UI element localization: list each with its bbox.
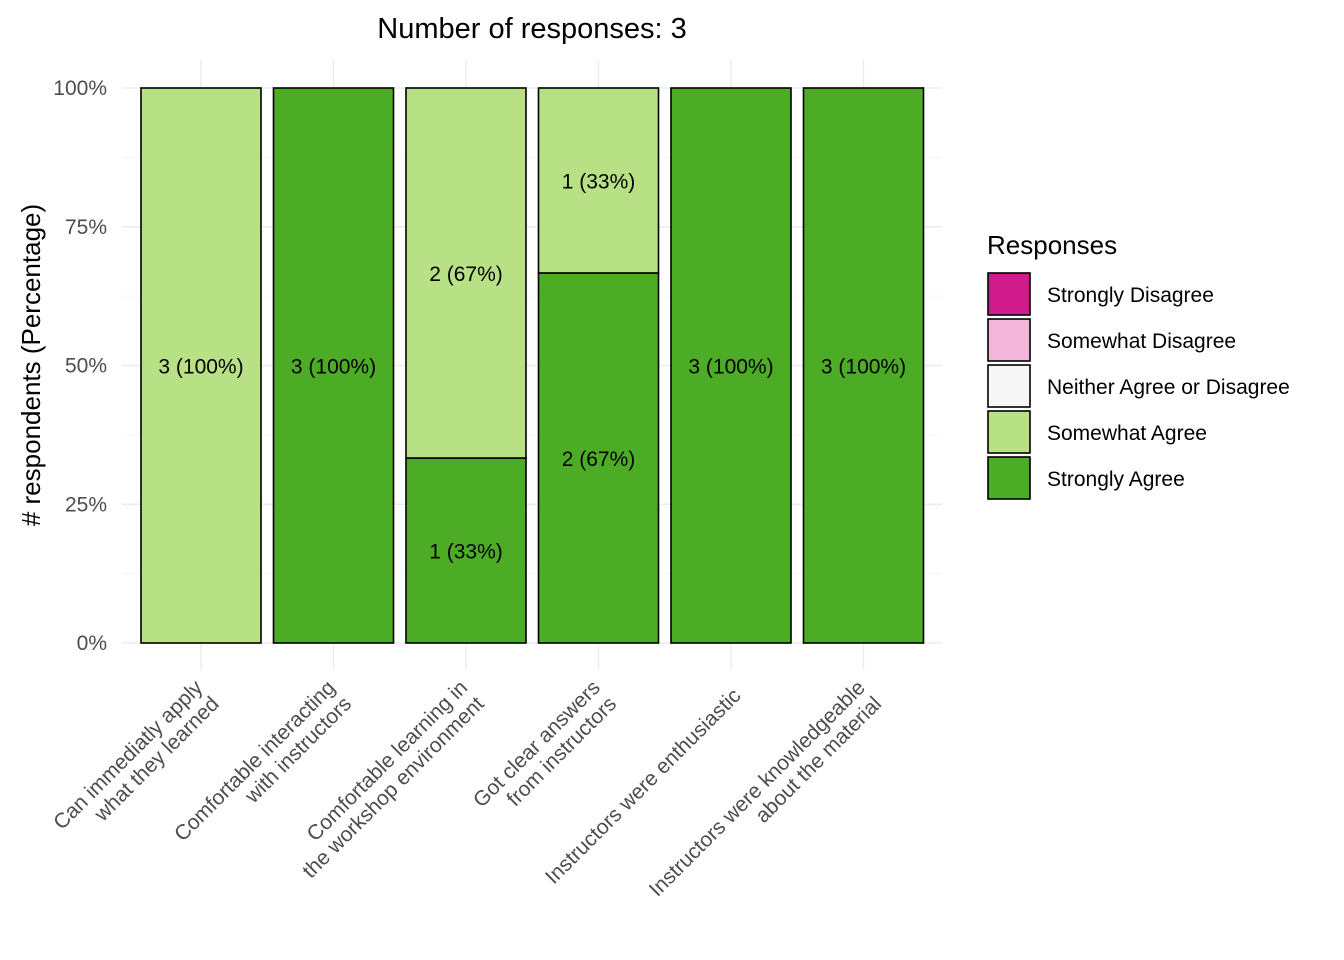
bar-data-label: 3 (100%) (291, 356, 376, 379)
legend-item: Strongly Disagree (987, 272, 1214, 316)
y-tick-label: 0% (77, 632, 107, 655)
bar-data-label: 3 (100%) (688, 356, 773, 379)
bar-segment-somewhat-agree (537, 87, 660, 274)
bar-data-label: 1 (33%) (562, 170, 636, 193)
bar-segment-strongly-agree (670, 87, 792, 644)
legend-label: Somewhat Agree (1047, 422, 1207, 445)
bar-data-label: 2 (67%) (429, 263, 503, 286)
bar-data-label: 3 (100%) (821, 356, 906, 379)
bar-data-label: 1 (33%) (429, 541, 503, 564)
y-tick-label: 25% (65, 493, 107, 516)
bar-segment-strongly-agree (537, 272, 660, 644)
legend-label: Strongly Agree (1047, 468, 1185, 491)
x-tick-label-line: Can immediatly apply (49, 676, 208, 835)
legend-swatch (987, 364, 1031, 408)
bar-segment-strongly-agree (405, 457, 527, 644)
bar-segment-strongly-agree (272, 87, 395, 644)
legend-item: Neither Agree or Disagree (987, 364, 1290, 408)
y-tick-label: 100% (53, 77, 107, 100)
bar-labels: 3 (100%) 3 (100%) 1 (33%) 2 (67%) 2 (67%) 1 (… (158, 170, 906, 563)
bar-segment-strongly-agree (802, 87, 925, 644)
bars (140, 87, 925, 644)
y-axis-label: # respondents (Percentage) (16, 204, 46, 526)
y-tick-label: 75% (65, 216, 107, 239)
legend-item: Somewhat Disagree (987, 318, 1236, 362)
legend-swatch (987, 456, 1031, 500)
bar-segment-somewhat-agree (140, 87, 262, 644)
legend-label: Neither Agree or Disagree (1047, 376, 1290, 399)
bar-data-label: 3 (100%) (158, 356, 243, 379)
legend-label: Strongly Disagree (1047, 284, 1214, 307)
legend: Responses Strongly Disagree Somewhat Disa… (987, 230, 1290, 500)
x-tick-label-line: Instructors were knowledgeable (645, 676, 870, 901)
y-axis-ticks: 0% 25% 50% 75% 100% (53, 77, 107, 655)
bar-segment-somewhat-agree (405, 87, 527, 459)
chart-title: Number of responses: 3 (377, 13, 686, 45)
legend-swatch (987, 272, 1031, 316)
legend-label: Somewhat Disagree (1047, 330, 1236, 353)
bar-data-label: 2 (67%) (562, 448, 636, 471)
legend-swatch (987, 410, 1031, 454)
legend-item: Strongly Agree (987, 456, 1185, 500)
legend-item: Somewhat Agree (987, 410, 1207, 454)
legend-swatch (987, 318, 1031, 362)
y-tick-label: 50% (65, 355, 107, 378)
legend-title: Responses (987, 230, 1117, 260)
